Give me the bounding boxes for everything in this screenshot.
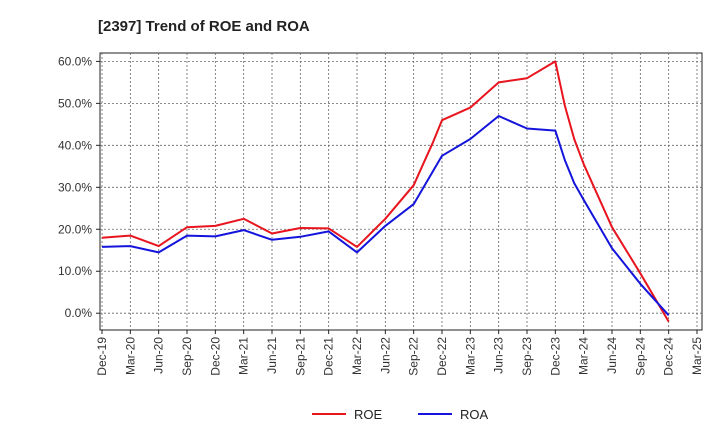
x-tick-label: Dec-20: [208, 337, 222, 376]
series-line-roa: [101, 115, 670, 316]
legend: ROE ROA: [312, 407, 489, 422]
series-lines: [101, 60, 670, 323]
y-tick-label: 20.0%: [58, 222, 92, 236]
x-tick-label: Dec-23: [548, 337, 562, 376]
legend-label-roe: ROE: [354, 407, 383, 422]
x-tick-label: Mar-25: [690, 337, 704, 375]
x-tick-label: Sep-20: [180, 337, 194, 376]
x-tick-label: Jun-22: [378, 337, 392, 374]
chart-title: [2397] Trend of ROE and ROA: [98, 18, 310, 35]
x-axis-ticks: Dec-19 Mar-20 Jun-20 Sep-20 Dec-20 Mar-21 Jun-…: [95, 330, 704, 376]
plot-area: [99, 52, 703, 331]
y-tick-label: 50.0%: [58, 96, 92, 110]
x-tick-label: Jun-20: [152, 337, 166, 374]
y-tick-label: 60.0%: [58, 54, 92, 68]
x-tick-label: Mar-23: [463, 337, 477, 375]
x-tick-label: Mar-20: [123, 337, 137, 375]
x-tick-label: Sep-24: [633, 337, 647, 376]
legend-label-roa: ROA: [460, 407, 489, 422]
x-tick-label: Dec-19: [95, 337, 109, 376]
x-tick-label: Dec-21: [322, 337, 336, 376]
x-tick-label: Jun-21: [265, 337, 279, 374]
x-tick-label: Mar-22: [350, 337, 364, 375]
x-tick-label: Mar-21: [237, 337, 251, 375]
x-tick-label: Mar-24: [577, 337, 591, 375]
series-line-roe: [101, 60, 670, 323]
y-tick-label: 30.0%: [58, 180, 92, 194]
grid: [100, 53, 702, 330]
x-tick-label: Sep-23: [520, 337, 534, 376]
y-tick-label: 10.0%: [58, 264, 92, 278]
x-tick-label: Dec-22: [435, 337, 449, 376]
x-tick-label: Sep-22: [407, 337, 421, 376]
x-tick-label: Jun-24: [605, 337, 619, 374]
y-tick-label: 0.0%: [65, 306, 93, 320]
y-axis-ticks: 0.0% 10.0% 20.0% 30.0% 40.0% 50.0% 60.0%: [58, 54, 100, 320]
x-tick-label: Jun-23: [492, 337, 506, 374]
x-tick-label: Sep-21: [293, 337, 307, 376]
y-tick-label: 40.0%: [58, 138, 92, 152]
x-tick-label: Dec-24: [662, 337, 676, 376]
